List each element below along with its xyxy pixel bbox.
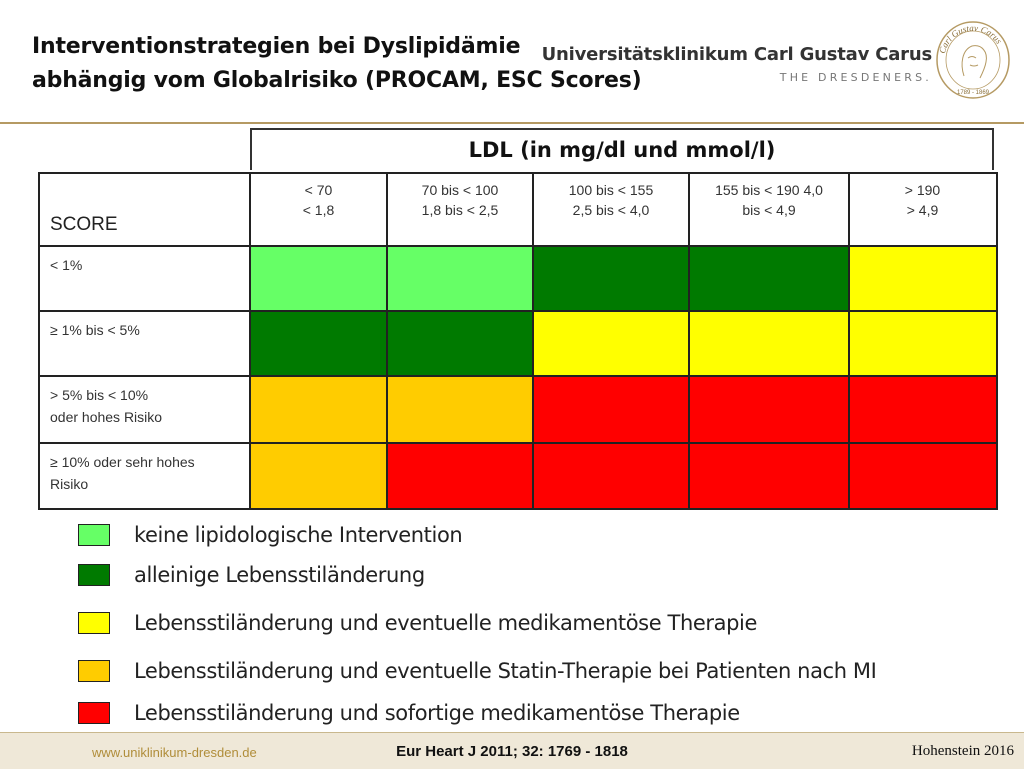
score-range: < 1%: [50, 257, 83, 273]
ldl-range-mgdl: > 190: [904, 182, 941, 198]
ldl-range-mgdl: < 70: [304, 182, 333, 198]
risk-cell: [689, 443, 849, 508]
seal-years: 1789 - 1869: [957, 90, 990, 96]
grid-line: [688, 174, 690, 508]
grid-line: [532, 174, 534, 508]
grid-line: [40, 245, 996, 247]
ldl-range-header: 100 bis < 155 2,5 bis < 4,0: [533, 174, 689, 246]
legend-item: Lebensstiländerung und eventuelle Statin…: [78, 658, 978, 684]
footer-url[interactable]: www.uniklinikum-dresden.de: [92, 745, 257, 760]
legend-item: keine lipidologische Intervention: [78, 522, 978, 548]
score-range: > 5% bis < 10%: [50, 387, 149, 403]
grid-line: [40, 310, 996, 312]
ldl-range-mmol: bis < 4,9: [742, 202, 796, 218]
score-range-note: oder hohes Risiko: [50, 409, 163, 425]
legend-swatch: [78, 660, 110, 682]
risk-cell: [250, 246, 387, 311]
legend-swatch: [78, 524, 110, 546]
ldl-range-mmol: < 1,8: [302, 202, 335, 218]
ldl-range-header: > 190 > 4,9: [849, 174, 996, 246]
ldl-range-mgdl: 100 bis < 155: [568, 182, 654, 198]
ldl-range-header: 70 bis < 100 1,8 bis < 2,5: [387, 174, 533, 246]
seal-name: Carl Gustav Carus: [937, 23, 1004, 55]
risk-cell: [689, 311, 849, 376]
grid-line: [249, 174, 251, 508]
risk-cell: [533, 311, 689, 376]
logo-name: Universitätsklinikum Carl Gustav Carus: [541, 44, 933, 65]
risk-cell: [533, 376, 689, 443]
svg-text:Carl Gustav Carus: Carl Gustav Carus: [937, 23, 1004, 55]
legend-swatch: [78, 564, 110, 586]
ldl-range-header: < 70 < 1,8: [250, 174, 387, 246]
risk-cell: [689, 376, 849, 443]
score-row-label: ≥ 1% bis < 5%: [40, 311, 250, 376]
footer-bar: www.uniklinikum-dresden.de Eur Heart J 2…: [0, 732, 1024, 769]
score-range-note: Risiko: [50, 476, 89, 492]
risk-cell: [250, 376, 387, 443]
ldl-range-mgdl: 155 bis < 190 4,0: [715, 182, 823, 198]
risk-cell: [849, 311, 996, 376]
score-label: SCORE: [50, 214, 118, 235]
legend-swatch: [78, 612, 110, 634]
legend-text: alleinige Lebensstiländerung: [134, 563, 425, 587]
header-divider: [0, 122, 1024, 124]
risk-cell: [533, 443, 689, 508]
score-row-label: > 5% bis < 10% oder hohes Risiko: [40, 376, 250, 443]
university-logo: Universitätsklinikum Carl Gustav Carus T…: [541, 44, 933, 84]
ldl-range-mgdl: 70 bis < 100: [421, 182, 499, 198]
grid-line: [40, 442, 996, 444]
risk-cell: [250, 311, 387, 376]
slide-title: Interventionstrategien bei Dyslipidämie …: [32, 30, 642, 98]
legend-text: keine lipidologische Intervention: [134, 523, 463, 547]
risk-cell: [849, 246, 996, 311]
ldl-range-mmol: > 4,9: [906, 202, 939, 218]
legend-swatch: [78, 702, 110, 724]
title-line-2: abhängig vom Globalrisiko (PROCAM, ESC S…: [32, 68, 642, 93]
risk-cell: [387, 311, 533, 376]
title-line-1: Interventionstrategien bei Dyslipidämie: [32, 34, 521, 59]
legend-text: Lebensstiländerung und sofortige medikam…: [134, 701, 740, 725]
ldl-column-header: LDL (in mg/dl und mmol/l): [250, 128, 994, 170]
risk-cell: [387, 443, 533, 508]
legend-text: Lebensstiländerung und eventuelle Statin…: [134, 659, 877, 683]
score-range: ≥ 10% oder sehr hohes: [50, 454, 195, 470]
score-range: ≥ 1% bis < 5%: [50, 322, 140, 338]
ldl-range-mmol: 2,5 bis < 4,0: [572, 202, 650, 218]
score-row-label: ≥ 10% oder sehr hohes Risiko: [40, 443, 250, 508]
legend-text: Lebensstiländerung und eventuelle medika…: [134, 611, 757, 635]
grid-line: [386, 174, 388, 508]
risk-cell: [849, 376, 996, 443]
risk-cell: [533, 246, 689, 311]
footer-author: Hohenstein 2016: [911, 743, 1014, 759]
footer-citation: Eur Heart J 2011; 32: 1769 - 1818: [396, 743, 628, 760]
score-row-label: < 1%: [40, 246, 250, 311]
legend-item: Lebensstiländerung und eventuelle medika…: [78, 610, 978, 636]
risk-cell: [387, 376, 533, 443]
risk-cell: [250, 443, 387, 508]
grid-line: [848, 174, 850, 508]
legend-item: Lebensstiländerung und sofortige medikam…: [78, 700, 978, 726]
risk-cell: [849, 443, 996, 508]
risk-cell: [689, 246, 849, 311]
risk-cell: [387, 246, 533, 311]
ldl-range-mmol: 1,8 bis < 2,5: [421, 202, 499, 218]
ldl-range-header: 155 bis < 190 4,0 bis < 4,9: [689, 174, 849, 246]
risk-matrix: SCORE < 70 < 1,8 70 bis < 100 1,8 bis < 2,5…: [38, 172, 998, 510]
legend-item: alleinige Lebensstiländerung: [78, 562, 978, 588]
portrait-seal-icon: Carl Gustav Carus 1789 - 1869: [936, 21, 1010, 99]
logo-tagline: THE DRESDENERS.: [779, 71, 932, 84]
grid-line: [40, 375, 996, 377]
